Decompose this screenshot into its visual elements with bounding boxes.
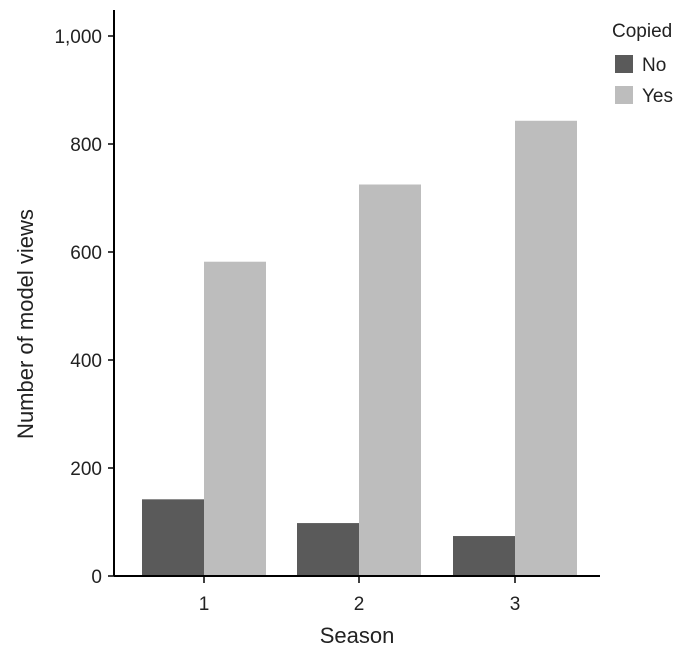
bars xyxy=(142,120,577,576)
bar-no-season-1 xyxy=(142,499,204,576)
x-ticks: 1 2 3 xyxy=(199,576,521,615)
legend-label-yes: Yes xyxy=(642,86,673,107)
x-axis-title: Season xyxy=(320,623,395,648)
bar-no-season-3 xyxy=(453,536,515,576)
y-ticks: 0 200 400 600 800 1,000 xyxy=(54,27,114,588)
y-tick-label: 400 xyxy=(70,351,102,372)
y-axis-title: Number of model views xyxy=(13,209,38,439)
y-tick-label: 600 xyxy=(70,243,102,264)
bar-yes-season-3 xyxy=(515,120,577,576)
legend-swatch-yes xyxy=(615,86,633,104)
legend-swatch-no xyxy=(615,55,633,73)
y-tick-label: 0 xyxy=(91,567,102,588)
bar-no-season-2 xyxy=(297,523,359,576)
x-tick-label: 3 xyxy=(510,594,521,615)
legend-label-no: No xyxy=(642,55,666,76)
x-tick-label: 1 xyxy=(199,594,210,615)
axes xyxy=(113,10,600,577)
y-tick-label: 200 xyxy=(70,459,102,480)
bar-yes-season-1 xyxy=(204,261,266,576)
bar-yes-season-2 xyxy=(359,184,421,576)
y-tick-label: 800 xyxy=(70,135,102,156)
legend-title: Copied xyxy=(612,21,672,42)
y-tick-label: 1,000 xyxy=(54,27,102,48)
legend: Copied No Yes xyxy=(612,21,673,107)
x-tick-label: 2 xyxy=(354,594,365,615)
